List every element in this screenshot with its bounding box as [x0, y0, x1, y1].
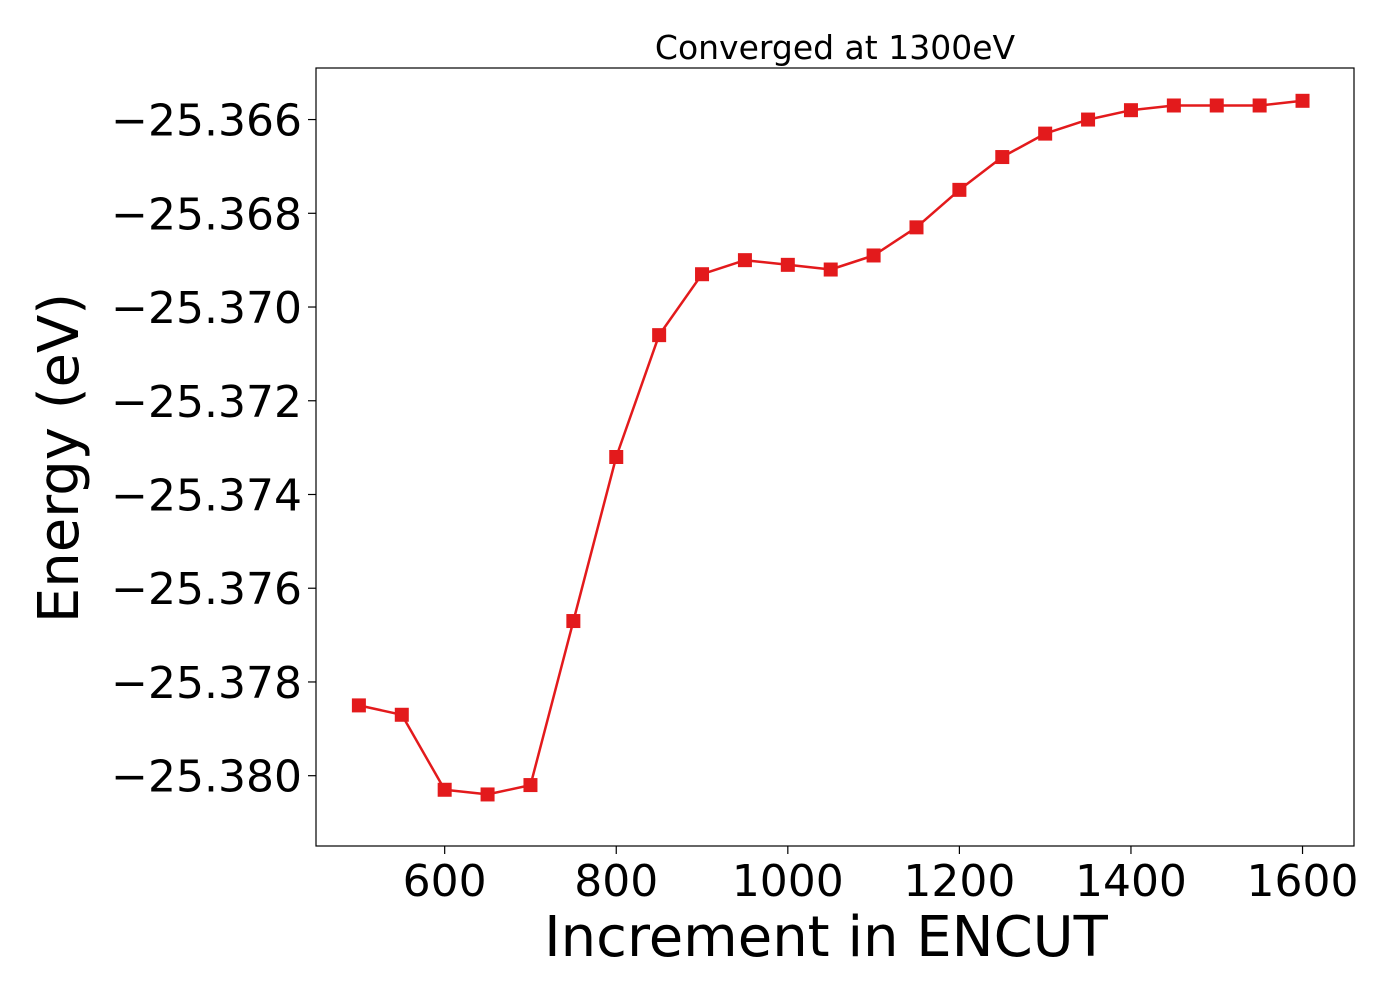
y-tick-label: −25.366: [111, 96, 302, 147]
x-axis-label: Increment in ENCUT: [544, 905, 1109, 970]
data-point-marker: [1252, 98, 1267, 113]
y-tick-label: −25.368: [111, 189, 302, 240]
data-point-marker: [394, 707, 409, 722]
series-layer: [351, 93, 1310, 802]
data-point-marker: [566, 614, 581, 629]
data-point-marker: [1123, 103, 1138, 118]
y-axis-label: Energy (eV): [27, 293, 92, 623]
x-tick-label: 1600: [1247, 856, 1359, 907]
y-tick-label: −25.378: [111, 658, 302, 709]
plot-area: [315, 67, 1355, 847]
data-point-marker: [1295, 93, 1310, 108]
y-tick-label: −25.376: [111, 564, 302, 615]
chart-title: Converged at 1300eV: [655, 28, 1016, 67]
data-point-marker: [780, 257, 795, 272]
x-tick-label: 800: [574, 856, 658, 907]
x-tick-label: 600: [403, 856, 487, 907]
y-tick-label: −25.370: [111, 283, 302, 334]
x-tick-label: 1400: [1075, 856, 1187, 907]
data-point-marker: [1209, 98, 1224, 113]
data-point-marker: [523, 778, 538, 793]
y-axis-ticks: −25.380 −25.378 −25.376 −25.374 −25.372 −25.3…: [111, 96, 316, 803]
x-tick-label: 1200: [903, 856, 1015, 907]
y-tick-label: −25.372: [111, 377, 302, 428]
data-point-marker: [952, 182, 967, 197]
data-point-marker: [609, 450, 624, 464]
data-point-marker: [437, 782, 452, 797]
data-point-marker: [1166, 98, 1181, 113]
plot-frame: [315, 67, 1355, 847]
data-point-marker: [909, 220, 924, 235]
data-point-marker: [1038, 126, 1053, 141]
y-tick-label: −25.380: [111, 752, 302, 803]
series-line: [358, 99, 1303, 796]
data-point-marker: [737, 253, 752, 268]
y-tick-label: −25.374: [111, 470, 302, 521]
data-point-marker: [1081, 112, 1096, 127]
data-point-marker: [652, 328, 667, 343]
data-point-marker: [823, 262, 838, 277]
x-tick-label: 1000: [732, 856, 844, 907]
data-point-marker: [480, 787, 495, 802]
data-point-marker: [351, 698, 366, 713]
data-point-marker: [995, 150, 1010, 165]
x-axis-ticks: 600 800 1000 1200 1400 1600: [403, 846, 1359, 907]
data-point-marker: [695, 267, 710, 282]
data-point-marker: [866, 248, 881, 263]
